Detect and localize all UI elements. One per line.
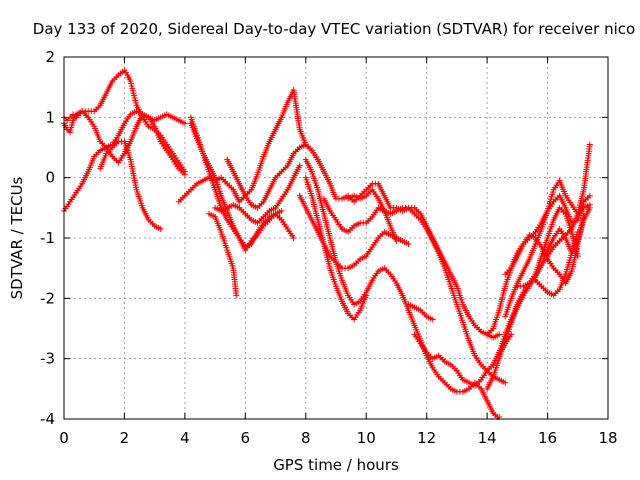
x-tick-label: 0 (59, 429, 69, 447)
x-axis-label: GPS time / hours (273, 456, 399, 474)
x-tick-label: 16 (538, 429, 557, 447)
series-arc-17 (411, 331, 515, 389)
data-point (574, 253, 581, 260)
data-point (363, 292, 370, 299)
x-tick-label: 8 (301, 429, 311, 447)
series-arc-13 (302, 174, 370, 323)
series-arc-15 (345, 186, 400, 245)
series-arc-8 (206, 210, 240, 299)
y-axis-label: SDTVAR / TECUs (8, 176, 26, 299)
series-arc-4 (97, 138, 164, 232)
series-arc-9 (212, 162, 303, 226)
y-tick-label: -1 (40, 229, 55, 247)
data-point (64, 126, 71, 133)
series-arc-2 (61, 108, 188, 214)
data-point (296, 162, 303, 169)
y-tick-label: -4 (40, 410, 55, 428)
data-point (181, 171, 188, 178)
data-point (405, 241, 412, 248)
data-point (502, 379, 509, 386)
y-tick-label: -2 (40, 289, 55, 307)
data-point (67, 114, 74, 121)
data-point (580, 210, 587, 217)
data-series (61, 67, 593, 420)
series-arc-24 (532, 228, 581, 299)
series-arc-12 (302, 156, 503, 420)
y-tick-label: 0 (45, 169, 55, 187)
chart-title: Day 133 of 2020, Sidereal Day-to-day VTE… (33, 20, 635, 38)
data-point (64, 117, 71, 124)
data-point (181, 120, 188, 127)
series-arc-6 (187, 120, 297, 251)
x-tick-label: 14 (478, 429, 497, 447)
data-point (157, 225, 164, 232)
x-tick-label: 10 (357, 429, 376, 447)
y-tick-label: 1 (45, 108, 55, 126)
data-point (496, 331, 503, 338)
data-point (586, 192, 593, 199)
plot-frame (63, 56, 609, 420)
data-point (508, 331, 515, 338)
series-arc-10 (224, 141, 503, 341)
series-line (190, 123, 295, 248)
y-tick-label: -3 (40, 350, 55, 368)
data-point (290, 235, 297, 241)
x-tick-label: 4 (180, 429, 190, 447)
data-point (574, 228, 581, 235)
data-point (233, 292, 240, 299)
y-tick-label: 2 (45, 48, 55, 66)
data-point (586, 141, 593, 148)
x-tick-label: 6 (241, 429, 251, 447)
x-tick-label: 18 (598, 429, 617, 447)
series-arc-7 (187, 114, 285, 254)
series-arc-16 (405, 301, 436, 323)
data-point (429, 316, 436, 323)
data-point (586, 201, 593, 208)
series-arc-5 (175, 87, 321, 205)
grid (64, 57, 608, 419)
series-arc-21 (502, 177, 593, 320)
data-point (278, 207, 285, 214)
series-arc-14 (320, 195, 509, 386)
x-tick-label: 2 (120, 429, 130, 447)
x-tick-label: 12 (417, 429, 436, 447)
data-point (393, 238, 400, 245)
